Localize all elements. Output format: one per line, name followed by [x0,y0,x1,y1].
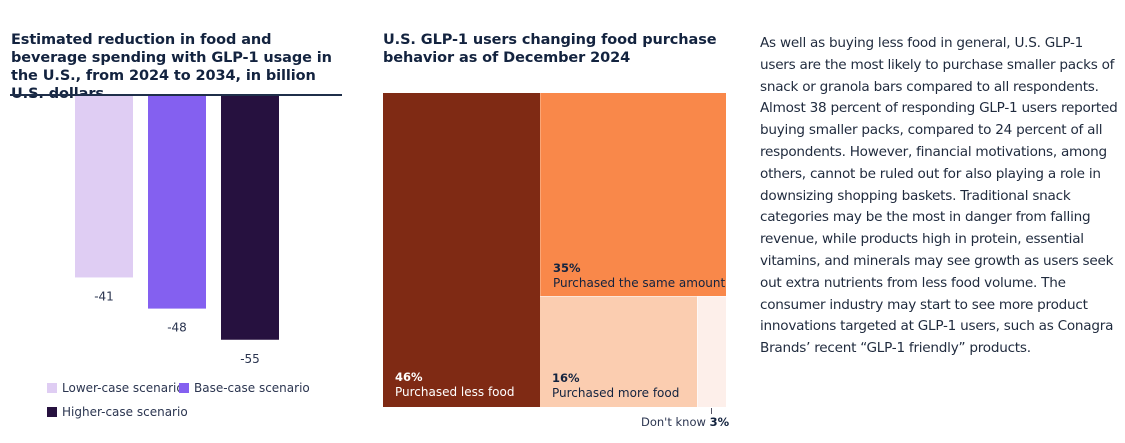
legend-item-lower-case: Lower-case scenario [47,381,184,395]
legend-swatch-base-case [179,383,189,393]
bar-chart: -41 -48 -55 [10,94,342,366]
legend-label-base-case: Base-case scenario [194,381,310,395]
legend-swatch-higher-case [47,407,57,417]
dont-know-percent: 3% [709,415,730,429]
treemap-cell-more-food: 16% Purchased more food [540,296,697,407]
legend-item-base-case: Base-case scenario [179,381,310,395]
treemap: 46% Purchased less food 35% Purchased th… [383,93,726,407]
dont-know-label: Don't know [641,415,706,429]
treemap-title: U.S. GLP-1 users changing food purchase … [383,32,717,66]
cell-label-more-food: Purchased more food [552,386,680,400]
bar-higher-case [221,95,279,340]
dont-know-annotation: Don't know 3% [641,415,729,429]
commentary-paragraph: As well as buying less food in general, … [760,35,1118,357]
cell-percent-less-food: 46% [395,370,423,384]
cell-percent-same-amount: 35% [553,261,581,275]
legend-label-lower-case: Lower-case scenario [62,381,184,395]
bar-value-label-base-case: -48 [167,321,187,335]
dont-know-leader-line [711,408,712,414]
bar-lower-case [75,95,133,278]
treemap-cell-same-amount: 35% Purchased the same amount [540,93,726,296]
legend-label-higher-case: Higher-case scenario [62,405,188,419]
legend-item-higher-case: Higher-case scenario [47,405,188,419]
cell-label-same-amount: Purchased the same amount [553,276,726,290]
bar-base-case [148,95,206,309]
cell-percent-more-food: 16% [552,371,580,385]
treemap-cell-dont-know [697,296,726,407]
legend-swatch-lower-case [47,383,57,393]
treemap-cell-less-food: 46% Purchased less food [383,93,540,407]
bar-value-label-lower-case: -41 [94,289,114,303]
cell-label-less-food: Purchased less food [395,385,515,399]
bar-value-label-higher-case: -55 [240,352,260,366]
